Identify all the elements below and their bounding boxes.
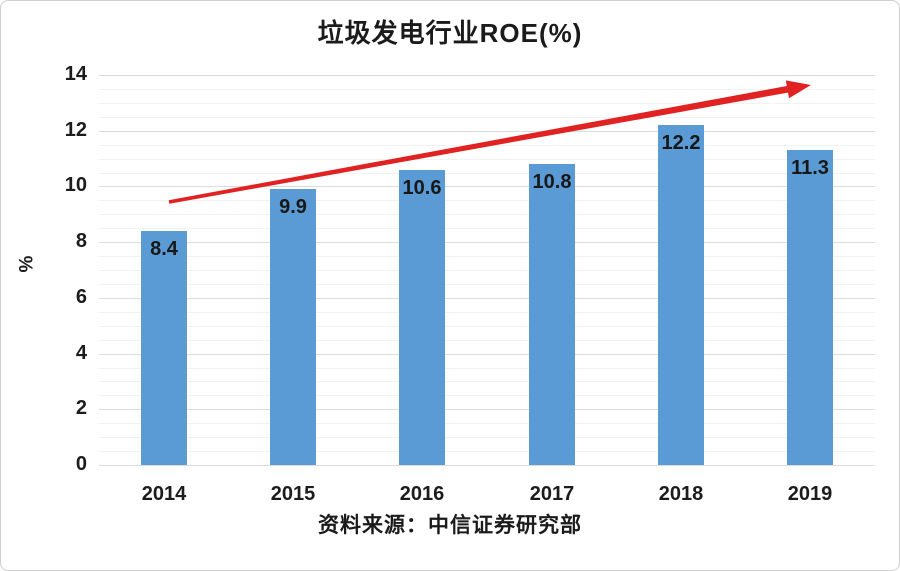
minor-gridline (99, 326, 875, 327)
bar-2015 (270, 189, 316, 465)
y-tick-label: 10 (64, 174, 87, 196)
minor-gridline (99, 312, 875, 313)
bar-2016 (399, 170, 445, 465)
minor-gridline (99, 214, 875, 215)
x-tick-label: 2016 (399, 483, 445, 505)
bar-2017 (529, 164, 575, 465)
y-tick-label: 12 (64, 119, 87, 141)
minor-gridline (99, 381, 875, 382)
x-tick-label: 2017 (529, 483, 575, 505)
minor-gridline (99, 89, 875, 90)
y-tick-label: 2 (75, 397, 87, 419)
minor-gridline (99, 103, 875, 104)
x-tick-label: 2018 (658, 483, 704, 505)
y-tick-label: 14 (64, 63, 87, 85)
minor-gridline (99, 270, 875, 271)
major-gridline (99, 298, 875, 299)
bar-value-label: 12.2 (661, 132, 701, 154)
bar-value-label: 8.4 (150, 238, 178, 260)
major-gridline (99, 409, 875, 410)
bar-value-label: 10.8 (532, 171, 572, 193)
minor-gridline (99, 117, 875, 118)
y-axis-label: % (16, 255, 38, 273)
minor-gridline (99, 284, 875, 285)
bar-value-label: 9.9 (279, 196, 307, 218)
chart-title: 垃圾发电行业ROE(%) (317, 18, 583, 48)
minor-gridline (99, 228, 875, 229)
major-gridline (99, 354, 875, 355)
x-tick-label: 2014 (141, 483, 187, 505)
x-tick-label: 2019 (787, 483, 833, 505)
minor-gridline (99, 423, 875, 424)
bar-2019 (787, 150, 833, 465)
minor-gridline (99, 200, 875, 201)
minor-gridline (99, 437, 875, 438)
y-tick-label: 8 (75, 230, 87, 252)
bar-2018 (658, 125, 704, 465)
minor-gridline (99, 395, 875, 396)
y-tick-label: 6 (75, 286, 87, 308)
y-tick-label: 0 (75, 453, 87, 475)
minor-gridline (99, 256, 875, 257)
minor-gridline (99, 159, 875, 160)
minor-gridline (99, 368, 875, 369)
bar-2014 (141, 231, 187, 465)
minor-gridline (99, 340, 875, 341)
y-tick-label: 4 (75, 342, 87, 364)
bar-value-label: 11.3 (791, 157, 829, 179)
major-gridline (99, 186, 875, 187)
minor-gridline (99, 173, 875, 174)
source-note: 资料来源：中信证券研究部 (318, 513, 582, 537)
minor-gridline (99, 451, 875, 452)
major-gridline (99, 465, 875, 466)
minor-gridline (99, 145, 875, 146)
major-gridline (99, 75, 875, 76)
major-gridline (99, 242, 875, 243)
major-gridline (99, 131, 875, 132)
bar-value-label: 10.6 (402, 177, 442, 199)
x-tick-label: 2015 (270, 483, 316, 505)
